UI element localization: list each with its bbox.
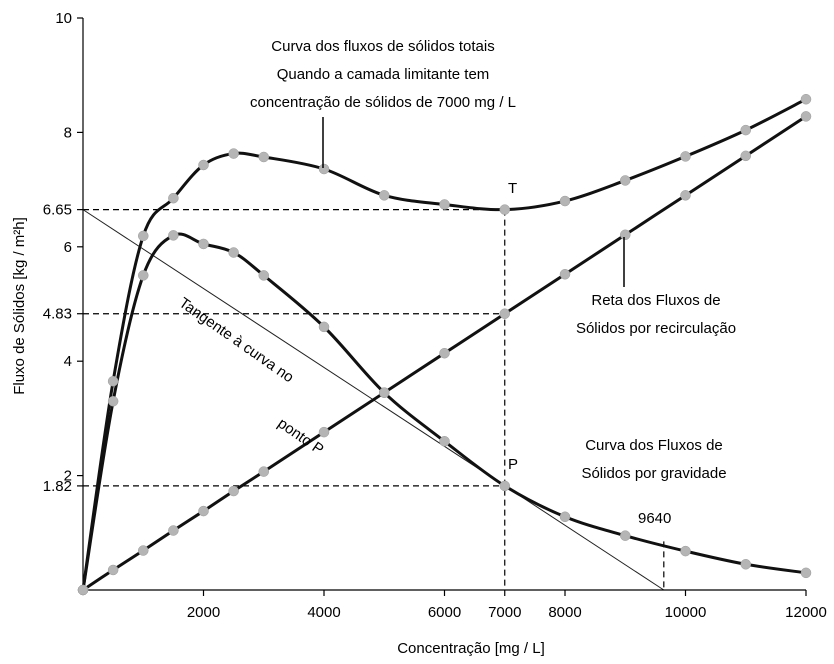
annotation-recirc-line2: Sólidos por recirculação (576, 320, 736, 337)
series-0-point (198, 238, 209, 250)
annotation-grav-line1: Curva dos Fluxos de (585, 437, 723, 454)
series-0-point (680, 545, 691, 557)
y-tick-label: 4 (64, 353, 72, 370)
y-tick-label: 4.83 (43, 306, 72, 323)
series-0-point (168, 230, 179, 241)
annotation-total-line2: Quando a camada limitante tem (277, 66, 490, 83)
series-0-point (107, 395, 119, 407)
x-tick-label: 4000 (307, 604, 340, 621)
series-1-point (258, 466, 269, 477)
series-2-point (77, 584, 89, 596)
series-1-point (740, 150, 751, 162)
series-2-point (318, 163, 330, 175)
series-1-point (138, 545, 149, 556)
annotation-total-line3: concentração de sólidos de 7000 mg / L (250, 94, 516, 111)
x-axis-label: Concentração [mg / L] (397, 640, 545, 657)
series-1-point (107, 564, 119, 576)
axis-ticks: 2000 4000 6000 7000 8000 10000 12000 1.822 4 4.83… (43, 10, 827, 621)
series-0-point (138, 270, 149, 281)
series-2-point (800, 93, 812, 105)
series-0-point (318, 321, 330, 333)
series-2-point (559, 195, 571, 207)
series-2-line (81, 97, 808, 592)
series-2-point (680, 151, 691, 162)
series-0-point (258, 270, 269, 281)
annotation-recirc: Reta dos Fluxos de Sólidos por recircula… (576, 237, 736, 337)
series-1-line (81, 114, 808, 592)
series-2-point (107, 375, 119, 387)
series-2-point (439, 199, 450, 210)
series-0-point (740, 559, 751, 570)
series-2-point (740, 124, 751, 136)
y-tick-label: 8 (64, 124, 72, 141)
y-tick-label: 6.65 (43, 202, 72, 219)
series (77, 93, 812, 596)
series-0-point (439, 436, 450, 447)
series-1-point (800, 111, 812, 122)
point-p-label: P (508, 456, 518, 473)
series-2-point (499, 204, 510, 215)
y-tick-label: 10 (55, 10, 72, 27)
annotation-grav-line2: Sólidos por gravidade (581, 465, 726, 482)
reference-lines (83, 209, 665, 590)
annotation-total-line1: Curva dos fluxos de sólidos totais (271, 38, 494, 55)
series-1-point (680, 190, 691, 201)
y-tick-label: 6 (64, 239, 72, 256)
series-2-point (379, 190, 390, 201)
x-tick-label: 8000 (548, 604, 581, 621)
series-0-point (800, 567, 812, 579)
series-2-point (198, 159, 209, 171)
y-tick-label: 1.82 (43, 478, 72, 495)
series-1-point (499, 308, 510, 319)
annotation-recirc-line1: Reta dos Fluxos de (591, 292, 720, 309)
series-1-point (318, 426, 330, 438)
x-tick-label: 10000 (665, 604, 707, 621)
point-t-label: T (508, 180, 517, 197)
series-2-point (228, 148, 239, 159)
x-tick-label: 7000 (488, 604, 521, 621)
series-0-point (620, 530, 631, 541)
annotation-gravity: Curva dos Fluxos de Sólidos por gravidad… (581, 437, 726, 482)
series-2-point (258, 151, 269, 163)
series-1-point (168, 525, 179, 536)
series-1-point (198, 505, 209, 517)
series-1-point (559, 269, 571, 280)
series-2-point (620, 175, 631, 186)
x-tick-label: 6000 (428, 604, 461, 621)
series-1-point (439, 347, 450, 359)
value-9640-label: 9640 (638, 510, 671, 527)
y-axis-label: Fluxo de Sólidos [kg / m²h] (11, 217, 28, 395)
series-1-point (620, 229, 631, 241)
x-tick-label: 2000 (187, 604, 220, 621)
series-0-point (559, 511, 571, 523)
series-2-point (138, 230, 149, 242)
series-0-line (81, 232, 808, 592)
annotation-total: Curva dos fluxos de sólidos totais Quand… (250, 38, 516, 168)
annotation-tangent-line1: Tangente à curva no (176, 294, 297, 386)
series-1-point (228, 485, 239, 497)
x-tick-label: 12000 (785, 604, 827, 621)
series-1-point (379, 387, 390, 398)
series-2-point (168, 192, 179, 204)
y-tick-label: 2 (64, 468, 72, 485)
series-0-point (499, 480, 510, 492)
series-0-point (228, 247, 239, 258)
